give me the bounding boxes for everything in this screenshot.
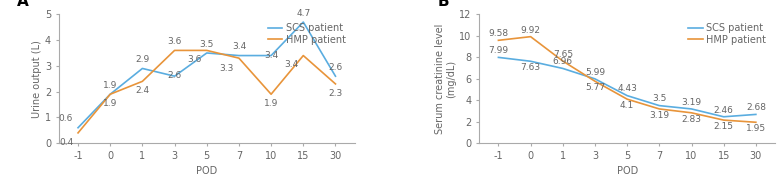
Text: 2.6: 2.6 [328, 63, 343, 72]
Text: 3.6: 3.6 [168, 37, 182, 46]
HMP patient [330, 83, 340, 85]
Text: 3.5: 3.5 [652, 95, 666, 103]
Text: 9.92: 9.92 [521, 26, 540, 35]
Text: 0.4: 0.4 [59, 137, 73, 147]
Text: 3.4: 3.4 [284, 60, 298, 69]
SCS patient [622, 95, 632, 97]
Text: 4.43: 4.43 [617, 84, 637, 93]
Text: 3.5: 3.5 [200, 40, 214, 49]
HMP patient [655, 108, 664, 110]
Text: 3.19: 3.19 [649, 111, 669, 120]
Text: 2.83: 2.83 [681, 115, 702, 124]
Text: 3.19: 3.19 [681, 98, 702, 107]
Text: 2.9: 2.9 [135, 55, 150, 64]
SCS patient [138, 67, 147, 69]
SCS patient [202, 52, 211, 54]
HMP patient [202, 49, 211, 52]
Text: 1.9: 1.9 [264, 99, 278, 108]
Text: 3.4: 3.4 [264, 51, 278, 61]
Line: SCS patient: SCS patient [499, 57, 756, 117]
HMP patient [687, 112, 696, 114]
Text: 2.3: 2.3 [328, 89, 343, 98]
Text: 3.6: 3.6 [188, 55, 202, 64]
Text: 6.96: 6.96 [553, 57, 573, 66]
SCS patient [687, 108, 696, 110]
Text: 3.4: 3.4 [232, 42, 246, 51]
Y-axis label: Urine output (L): Urine output (L) [32, 40, 42, 118]
Text: A: A [17, 0, 29, 9]
Text: 2.15: 2.15 [713, 122, 734, 131]
SCS patient [494, 56, 503, 59]
HMP patient [622, 98, 632, 100]
SCS patient [170, 75, 179, 77]
HMP patient [298, 54, 308, 57]
Text: 9.58: 9.58 [489, 29, 508, 38]
HMP patient [266, 93, 276, 95]
Text: 2.4: 2.4 [135, 86, 150, 95]
X-axis label: POD: POD [196, 166, 218, 176]
Line: HMP patient: HMP patient [78, 50, 335, 133]
SCS patient [655, 105, 664, 107]
HMP patient [234, 57, 244, 59]
X-axis label: POD: POD [616, 166, 638, 176]
HMP patient [751, 121, 760, 123]
HMP patient [590, 80, 600, 82]
Text: 5.77: 5.77 [585, 83, 605, 92]
Legend: SCS patient, HMP patient: SCS patient, HMP patient [684, 19, 770, 48]
SCS patient [266, 54, 276, 57]
HMP patient [719, 119, 728, 121]
HMP patient [494, 39, 503, 41]
Text: 2.46: 2.46 [714, 106, 734, 115]
Text: 1.95: 1.95 [745, 124, 766, 133]
SCS patient [330, 75, 340, 77]
HMP patient [138, 80, 147, 82]
Text: 2.6: 2.6 [168, 71, 182, 80]
SCS patient [74, 127, 83, 129]
Text: 1.9: 1.9 [103, 99, 117, 108]
HMP patient [558, 60, 568, 62]
SCS patient [298, 21, 308, 23]
Line: SCS patient: SCS patient [78, 22, 335, 128]
SCS patient [751, 113, 760, 115]
HMP patient [74, 132, 83, 134]
SCS patient [719, 116, 728, 118]
Text: 3.3: 3.3 [220, 64, 234, 73]
SCS patient [106, 93, 115, 95]
Text: 7.63: 7.63 [521, 63, 541, 72]
Y-axis label: Serum creatinine level
(mg/dL): Serum creatinine level (mg/dL) [435, 24, 456, 134]
Text: 7.99: 7.99 [489, 46, 508, 55]
Text: 2.68: 2.68 [746, 103, 766, 112]
SCS patient [558, 67, 568, 69]
SCS patient [234, 54, 244, 57]
Text: 7.65: 7.65 [553, 50, 573, 59]
SCS patient [590, 78, 600, 80]
Text: 4.7: 4.7 [296, 9, 310, 18]
HMP patient [526, 36, 536, 38]
Legend: SCS patient, HMP patient: SCS patient, HMP patient [264, 19, 350, 48]
HMP patient [106, 93, 115, 95]
Text: 0.6: 0.6 [59, 114, 73, 123]
SCS patient [526, 60, 536, 62]
Text: 1.9: 1.9 [103, 81, 117, 90]
Text: B: B [438, 0, 449, 9]
Text: 4.1: 4.1 [620, 101, 634, 110]
HMP patient [170, 49, 179, 52]
Line: HMP patient: HMP patient [499, 37, 756, 122]
Text: 5.99: 5.99 [585, 68, 605, 77]
